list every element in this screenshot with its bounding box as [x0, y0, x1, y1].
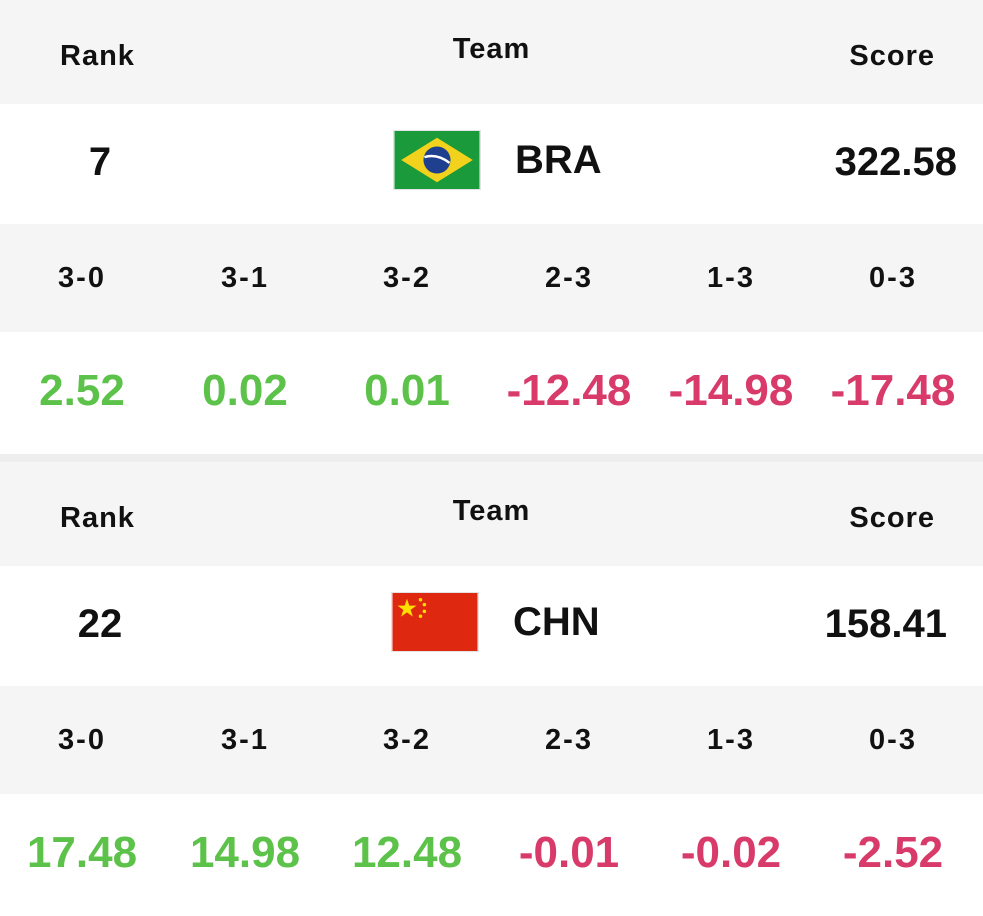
team-header: Team	[452, 33, 531, 65]
rank-value: 22	[77, 602, 123, 646]
outcome-label: 2-3	[545, 724, 593, 756]
rank-value: 7	[88, 140, 112, 184]
brazil-flag-icon	[393, 130, 481, 190]
outcomes-row: 3-0 3-1 3-2 2-3 1-3 0-3	[0, 224, 983, 332]
score-change: -14.98	[668, 366, 794, 415]
score-change: 2.52	[39, 366, 125, 415]
score-change: -17.48	[830, 366, 956, 415]
outcomes-row: 3-0 3-1 3-2 2-3 1-3 0-3	[0, 686, 983, 794]
score-header: Score	[849, 502, 935, 534]
team-card-bra: Rank Team Score 7 BRA 322.58 3-0 3-1 3-2…	[0, 0, 983, 454]
team-row: 7 BRA 322.58	[0, 104, 983, 224]
china-flag-icon	[391, 592, 479, 652]
team-card-chn: Rank Team Score 22 CHN 158.41 3-0 3-1 3-…	[0, 454, 983, 916]
team-code: BRA	[515, 137, 602, 182]
team-header: Team	[452, 495, 531, 527]
score-change: -2.52	[842, 828, 944, 877]
outcome-label: 1-3	[707, 724, 755, 756]
outcome-label: 3-0	[58, 262, 106, 294]
score-value: 322.58	[834, 140, 957, 184]
score-change: 12.48	[351, 828, 463, 877]
outcome-label: 0-3	[869, 724, 917, 756]
team-row: 22 CHN 158.41	[0, 566, 983, 686]
score-change-row: 17.48 14.98 12.48 -0.01 -0.02 -2.52	[0, 794, 983, 916]
header-row: Rank Team Score	[0, 0, 983, 104]
score-change-row: 2.52 0.02 0.01 -12.48 -14.98 -17.48	[0, 332, 983, 454]
score-change: 0.02	[202, 366, 288, 415]
outcome-label: 3-0	[58, 724, 106, 756]
outcome-label: 2-3	[545, 262, 593, 294]
score-change: -12.48	[506, 366, 632, 415]
outcome-label: 3-1	[221, 262, 269, 294]
team-code: CHN	[513, 599, 600, 644]
team-cell: CHN	[391, 592, 600, 652]
score-change: -0.01	[518, 828, 620, 877]
outcome-label: 1-3	[707, 262, 755, 294]
outcome-label: 0-3	[869, 262, 917, 294]
team-cell: BRA	[393, 130, 602, 190]
score-change: 14.98	[189, 828, 301, 877]
score-change: 17.48	[26, 828, 138, 877]
header-row: Rank Team Score	[0, 462, 983, 566]
rank-header: Rank	[60, 502, 135, 534]
score-value: 158.41	[824, 602, 947, 646]
score-header: Score	[849, 40, 935, 72]
score-change: 0.01	[364, 366, 450, 415]
outcome-label: 3-1	[221, 724, 269, 756]
rank-header: Rank	[60, 40, 135, 72]
outcome-label: 3-2	[383, 724, 431, 756]
outcome-label: 3-2	[383, 262, 431, 294]
score-change: -0.02	[680, 828, 782, 877]
